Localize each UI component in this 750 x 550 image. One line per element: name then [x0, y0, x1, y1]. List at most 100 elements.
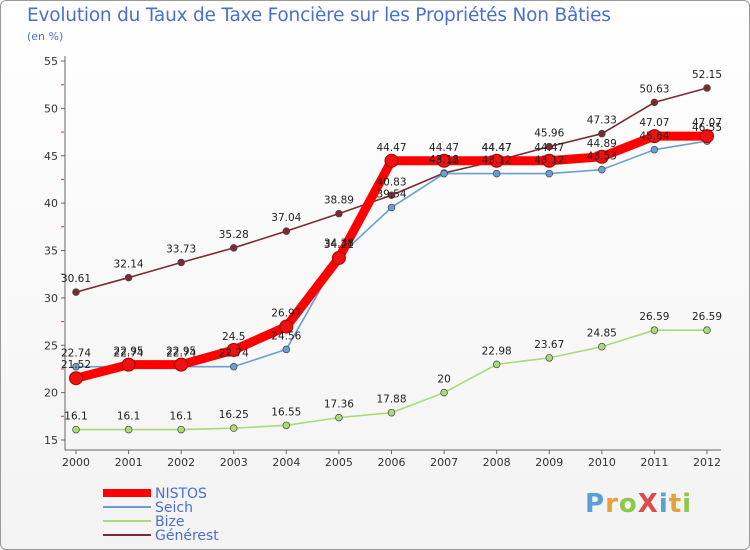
data-point-bize: [72, 425, 80, 434]
data-point-bize: [545, 354, 553, 362]
x-tick-label: 2007: [430, 456, 458, 469]
data-label-nistos: 47.07: [692, 117, 722, 129]
legend-item-nistos: NISTOS: [103, 486, 207, 502]
data-point-générest: [545, 142, 553, 151]
logo-letter: r: [605, 489, 619, 519]
x-tick-label: 2010: [588, 456, 616, 469]
data-label-nistos: 44.89: [587, 138, 617, 150]
legend-item-bize: Bize: [103, 514, 184, 530]
data-label-nistos: 44.47: [376, 142, 406, 154]
data-label-seich: 46.55: [692, 122, 722, 134]
data-label-seich: 22.74: [219, 348, 249, 360]
data-label-nistos: 24.5: [222, 331, 245, 343]
data-label-seich: 39.54: [376, 188, 406, 200]
data-label-générest: 43.18: [429, 154, 459, 166]
logo-letter: P: [585, 489, 606, 519]
y-tick-label: 45: [44, 150, 58, 163]
data-point-nistos: [700, 129, 714, 144]
x-tick-label: 2000: [62, 456, 90, 469]
data-label-bize: 23.67: [534, 339, 564, 351]
data-label-nistos: 44.47: [482, 142, 512, 154]
data-label-seich: 43.12: [482, 155, 512, 167]
data-label-générest: 50.63: [639, 83, 669, 95]
data-label-générest: 37.04: [271, 212, 301, 224]
data-point-générest: [72, 288, 80, 296]
data-label-seich: 24.56: [271, 330, 301, 342]
logo-letter: X: [637, 489, 659, 519]
y-tick-label: 50: [44, 102, 58, 115]
data-label-générest: 40.83: [376, 176, 406, 188]
data-point-bize: [282, 421, 291, 430]
x-tick-label: 2003: [220, 456, 248, 469]
data-label-générest: 52.15: [692, 69, 722, 81]
legend-label: Bize: [155, 514, 184, 530]
data-point-seich: [545, 169, 553, 178]
data-point-nistos: [174, 357, 189, 372]
x-tick-label: 2012: [693, 456, 721, 469]
legend-item-générest: Générest: [103, 528, 219, 544]
x-tick-label: 2004: [272, 456, 300, 469]
logo-letter: o: [618, 489, 638, 519]
data-label-générest: 32.14: [114, 259, 144, 271]
data-point-nistos: [121, 357, 136, 372]
data-point-seich: [282, 345, 291, 354]
data-point-générest: [387, 191, 396, 200]
data-point-générest: [703, 84, 711, 92]
data-point-seich: [230, 362, 238, 371]
data-point-bize: [177, 425, 185, 434]
data-point-nistos: [69, 371, 83, 386]
data-point-nistos: [542, 153, 557, 168]
data-point-nistos: [279, 319, 294, 334]
data-label-bize: 16.1: [64, 411, 87, 423]
data-label-seich: 43.12: [534, 155, 564, 167]
data-label-seich: 34.38: [324, 237, 354, 249]
data-label-bize: 20: [437, 374, 450, 386]
data-point-bize: [335, 413, 343, 422]
data-point-seich: [598, 165, 606, 174]
data-point-nistos: [647, 129, 662, 144]
data-point-bize: [440, 388, 448, 397]
x-tick-label: 2001: [115, 456, 143, 469]
y-tick-label: 40: [44, 197, 58, 210]
data-point-nistos: [437, 153, 452, 168]
x-tick-label: 2002: [167, 456, 195, 469]
data-point-seich: [440, 169, 448, 178]
data-label-seich: 43.53: [587, 151, 617, 163]
data-point-bize: [598, 342, 606, 351]
data-label-nistos: 47.07: [639, 117, 669, 129]
x-tick-label: 2006: [378, 456, 406, 469]
logo-letter: t: [668, 489, 683, 519]
data-label-générest: 44.47: [482, 142, 512, 154]
y-tick-label: 30: [44, 292, 58, 305]
data-label-nistos: 26.97: [271, 308, 301, 320]
data-label-seich: 22.74: [166, 348, 196, 360]
y-tick-label: 25: [44, 339, 58, 352]
data-label-générest: 35.28: [219, 229, 249, 241]
data-point-générest: [124, 273, 133, 282]
chart-title: Evolution du Taux de Taxe Foncière sur l…: [27, 5, 611, 26]
legend-item-seich: Seich: [103, 500, 193, 516]
unit-label: (en %): [27, 30, 64, 43]
x-tick-label: 2009: [535, 456, 563, 469]
logo-letter: i: [658, 489, 669, 519]
data-point-générest: [335, 209, 343, 218]
data-label-générest: 33.73: [166, 244, 196, 256]
data-label-générest: 38.89: [324, 195, 354, 207]
data-label-nistos: 44.47: [534, 142, 564, 154]
data-label-bize: 16.25: [219, 409, 249, 421]
data-point-seich: [650, 145, 659, 154]
data-point-bize: [124, 425, 133, 434]
data-point-générest: [650, 98, 659, 107]
data-point-bize: [230, 424, 238, 432]
data-point-générest: [282, 227, 291, 235]
data-label-générest: 30.61: [61, 273, 91, 285]
legend-label: Générest: [155, 528, 219, 544]
y-tick-label: 20: [44, 387, 58, 400]
data-label-nistos: 34.21: [324, 239, 354, 251]
x-tick-label: 2008: [483, 456, 511, 469]
data-point-bize: [650, 326, 659, 334]
data-point-nistos: [331, 250, 346, 265]
legend-label: NISTOS: [155, 486, 207, 502]
